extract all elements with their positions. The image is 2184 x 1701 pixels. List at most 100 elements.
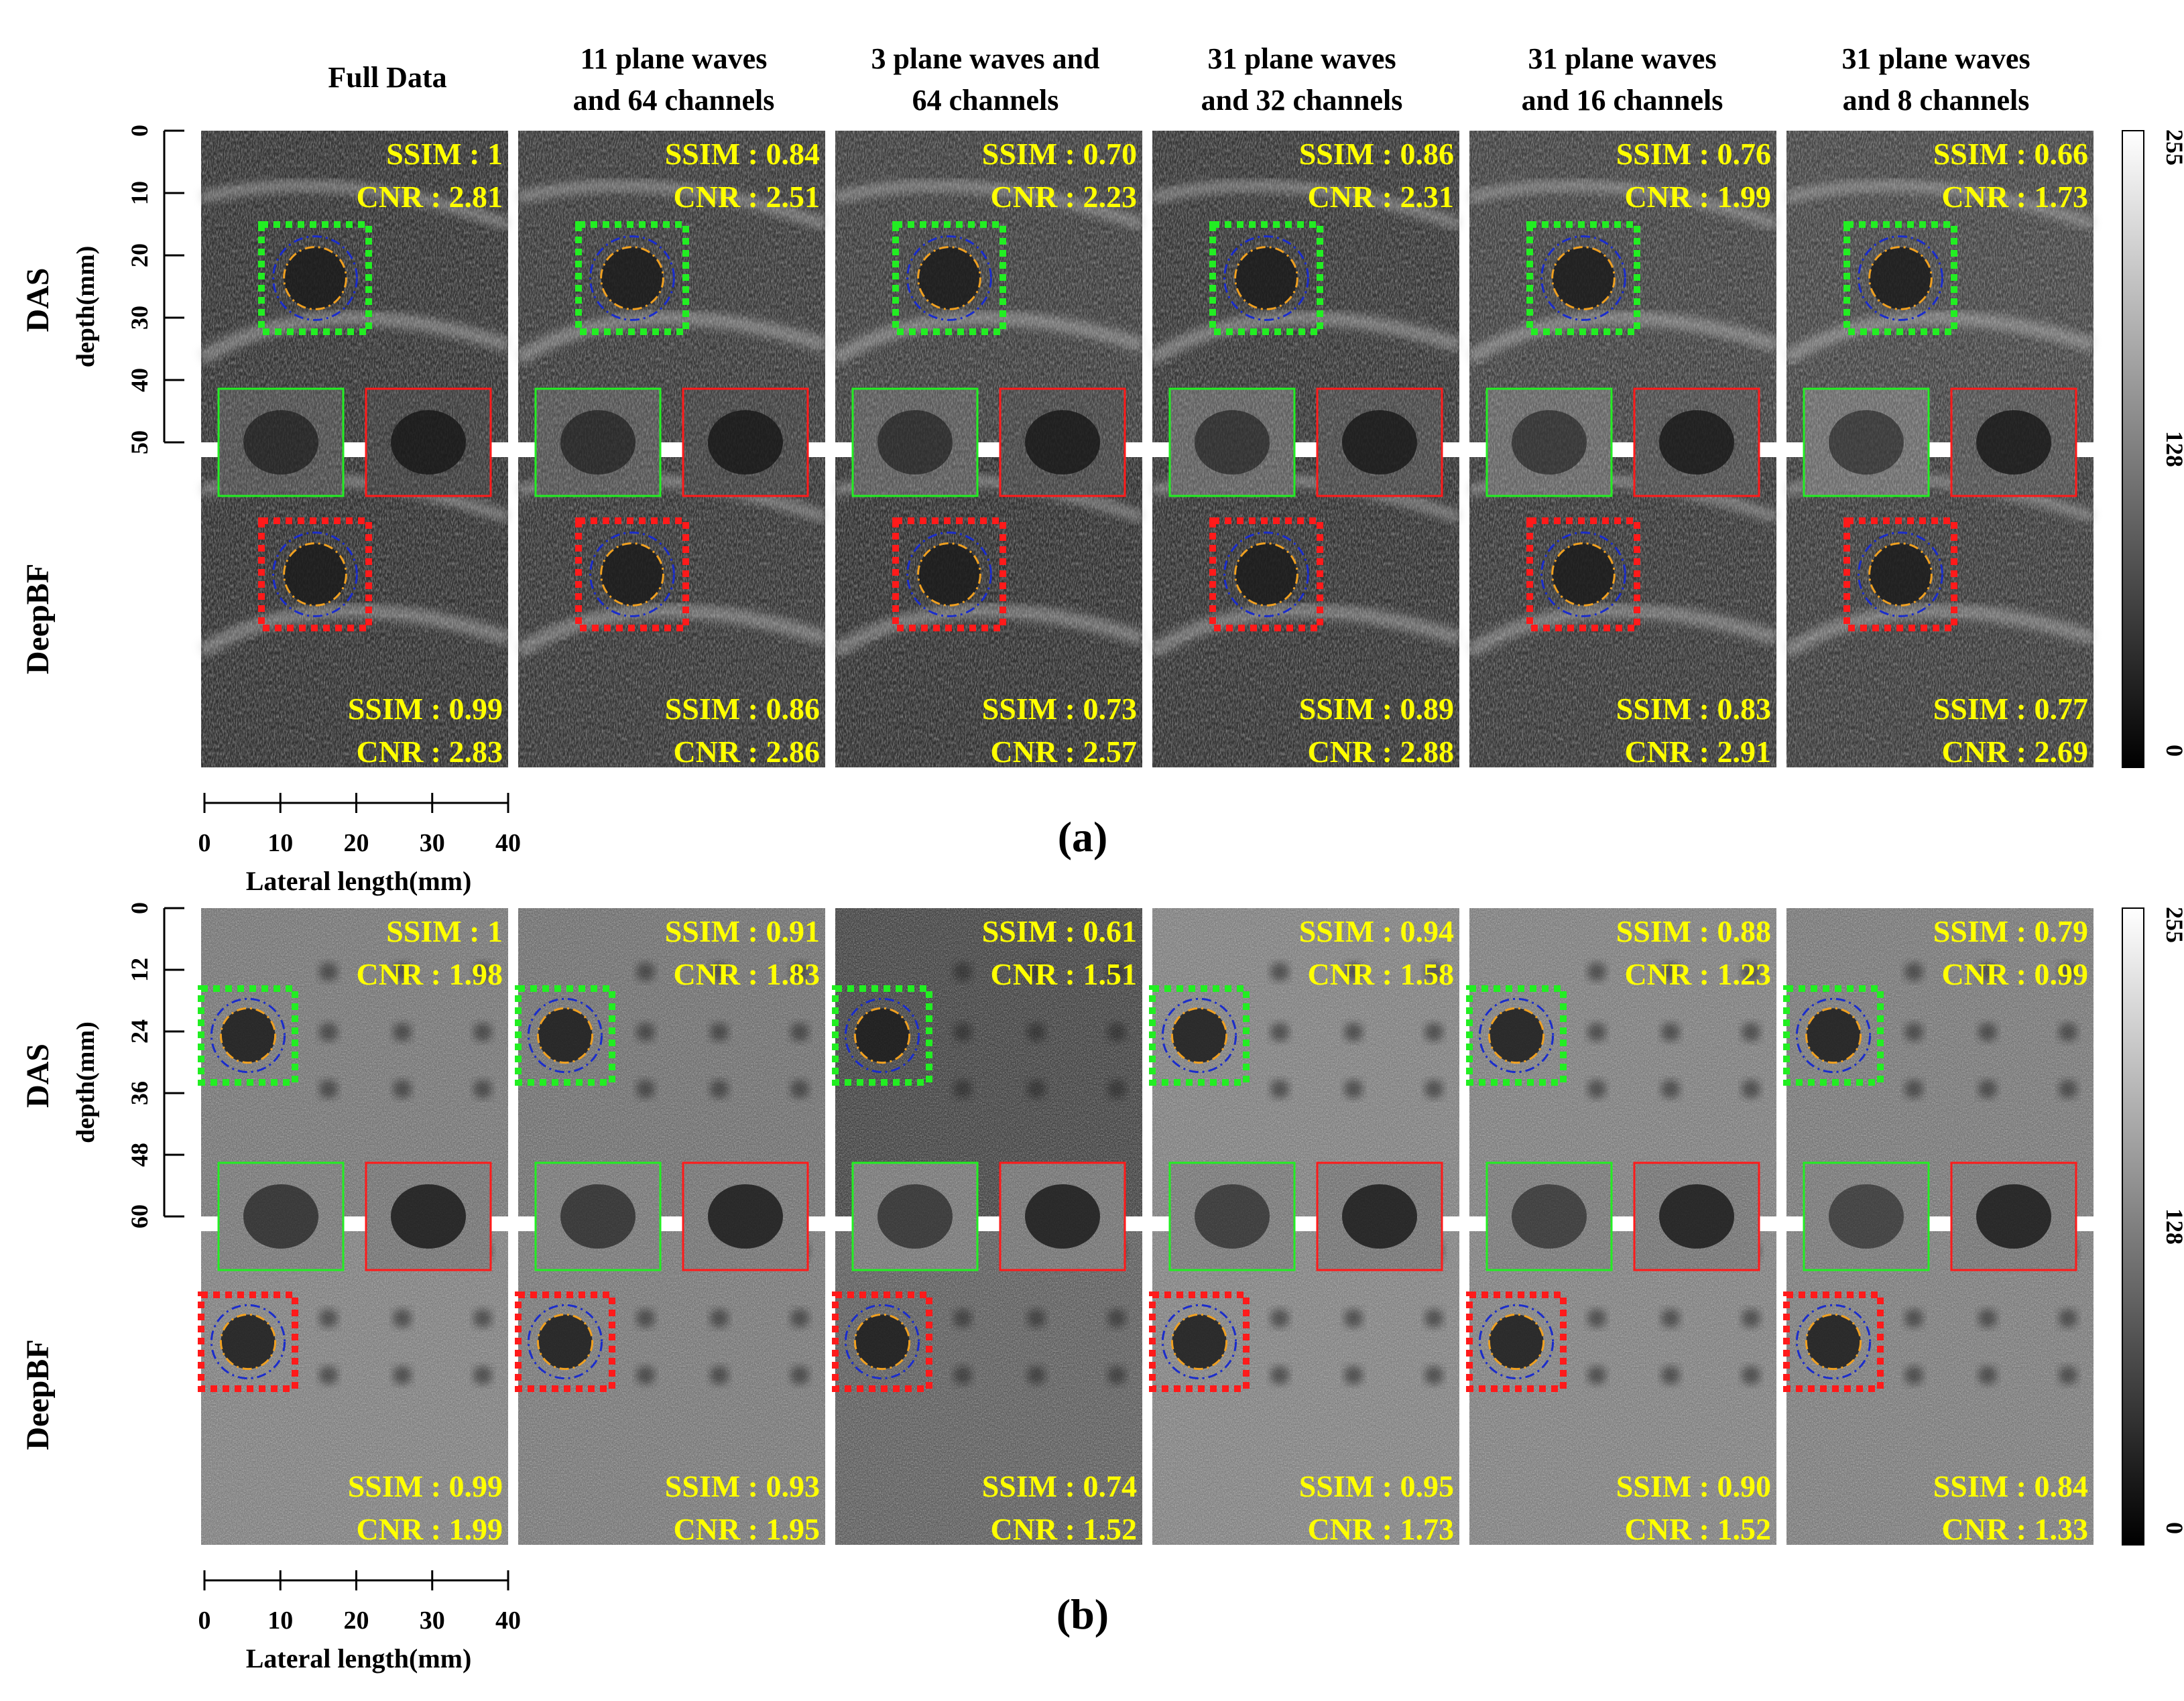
cnr-value: CNR : 2.57 — [991, 735, 1137, 769]
inset-cyst — [1659, 410, 1734, 475]
cyst-region — [1235, 247, 1298, 310]
tissue-band — [831, 310, 1145, 365]
ssim-value: SSIM : 0.95 — [1299, 1469, 1454, 1503]
ssim-value: SSIM : 0.66 — [1933, 137, 2088, 171]
column-header-2-line-2: and 64 channels — [573, 84, 775, 117]
ssim-value: SSIM : 0.88 — [1616, 914, 1771, 948]
cnr-value: CNR : 1.51 — [991, 957, 1137, 991]
cyst-target — [1027, 962, 1046, 981]
cyst-region — [538, 1314, 593, 1369]
cyst-target — [1742, 962, 1760, 981]
inset-border — [999, 387, 1126, 497]
target-circle — [1551, 246, 1616, 310]
depth-tick-label: 12 — [126, 958, 153, 982]
cyst-region — [1806, 1008, 1861, 1063]
inset-cyst — [1829, 1184, 1904, 1249]
inset-border — [1950, 387, 2077, 497]
background-ring-circle — [1858, 235, 1943, 321]
ssim-value: SSIM : 0.86 — [665, 692, 820, 726]
target-circle — [1805, 1313, 1862, 1371]
cyst-target — [319, 962, 338, 981]
deepbf-zoom-inset — [1316, 387, 1443, 497]
background-ring-circle — [1478, 997, 1555, 1074]
image-deepbf-col-6: SSIM : 0.84 CNR : 1.33 — [1783, 1231, 2094, 1546]
cyst-target — [790, 962, 809, 981]
inset-cyst — [708, 410, 783, 475]
das-roi-box — [1149, 985, 1250, 1086]
image-deepbf-col-2: SSIM : 0.86 CNR : 2.86 — [514, 457, 828, 769]
cnr-value: CNR : 1.73 — [1942, 180, 2088, 214]
inset-cyst — [1025, 1184, 1100, 1249]
target-circle — [853, 1313, 911, 1371]
das-zoom-inset — [534, 387, 662, 497]
deepbf-zoom-inset — [1633, 387, 1760, 497]
cyst-target — [790, 1080, 809, 1098]
das-zoom-inset — [851, 1161, 979, 1271]
inset-border — [851, 387, 979, 497]
tissue-band — [1465, 310, 1779, 365]
cyst-target — [393, 1366, 412, 1385]
deepbf-roi-box — [1149, 1292, 1250, 1392]
cyst-target — [2059, 962, 2077, 981]
column-header-3-line-2: 64 channels — [912, 84, 1059, 117]
ssim-value: SSIM : 0.90 — [1616, 1469, 1771, 1503]
cyst-target — [1978, 1366, 1997, 1385]
deepbf-roi-box — [1783, 1292, 1884, 1392]
cyst-target — [1270, 962, 1289, 981]
inset-cyst — [560, 410, 635, 475]
background-ring-circle — [210, 1304, 286, 1380]
cyst-target — [790, 1366, 809, 1385]
inset-border — [999, 1161, 1126, 1271]
background-ring-circle — [1540, 531, 1626, 617]
cyst-target — [1424, 1023, 1443, 1042]
tissue-band — [831, 603, 1145, 658]
inset-cyst — [877, 1184, 953, 1249]
cyst-region — [918, 247, 981, 310]
background-ring-circle — [527, 997, 603, 1074]
cnr-value: CNR : 1.95 — [674, 1512, 820, 1546]
depth-tick-label: 0 — [126, 125, 153, 137]
cnr-value: CNR : 1.73 — [1308, 1512, 1454, 1546]
das-zoom-inset — [217, 387, 345, 497]
cyst-target — [2059, 1080, 2077, 1098]
cnr-value: CNR : 2.86 — [674, 735, 820, 769]
row-label-das: DAS — [20, 1044, 56, 1108]
cyst-target — [1027, 1309, 1046, 1328]
inset-cyst — [1195, 1184, 1270, 1249]
deepbf-roi-box — [892, 517, 1006, 631]
cyst-target — [636, 1080, 655, 1098]
target-circle — [1488, 1007, 1545, 1064]
cnr-value: CNR : 2.91 — [1625, 735, 1771, 769]
background-ring-circle — [527, 1304, 603, 1380]
cyst-target — [790, 1023, 809, 1042]
cyst-target — [636, 962, 655, 981]
cyst-target — [1661, 962, 1680, 981]
background-ring-circle — [589, 531, 675, 617]
das-zoom-inset — [851, 387, 979, 497]
inset-border — [1633, 1161, 1760, 1271]
cyst-target — [1270, 1366, 1289, 1385]
cnr-value: CNR : 1.99 — [357, 1512, 503, 1546]
target-circle — [1805, 1007, 1862, 1064]
target-circle — [917, 246, 981, 310]
tissue-band — [1150, 180, 1461, 231]
depth-tick-label: 0 — [126, 902, 153, 914]
das-zoom-inset — [1168, 387, 1296, 497]
tissue-band — [1148, 603, 1462, 658]
target-circle — [219, 1007, 277, 1064]
background-ring-circle — [1540, 235, 1626, 321]
target-circle — [219, 1313, 277, 1371]
depth-tick-label: 50 — [126, 430, 153, 454]
panel-label: (b) — [1056, 1590, 1109, 1638]
cyst-region — [1235, 543, 1298, 606]
cyst-target — [1424, 1309, 1443, 1328]
das-zoom-inset — [1485, 387, 1613, 497]
deepbf-roi-box — [1526, 517, 1640, 631]
cyst-region — [601, 543, 664, 606]
cyst-target — [1107, 1366, 1126, 1385]
cyst-target — [393, 1309, 412, 1328]
image-deepbf-col-3: SSIM : 0.73 CNR : 2.57 — [831, 457, 1145, 769]
inset-cyst — [391, 1184, 466, 1249]
cyst-target — [953, 1080, 972, 1098]
image-deepbf-col-5: SSIM : 0.83 CNR : 2.91 — [1465, 457, 1779, 769]
